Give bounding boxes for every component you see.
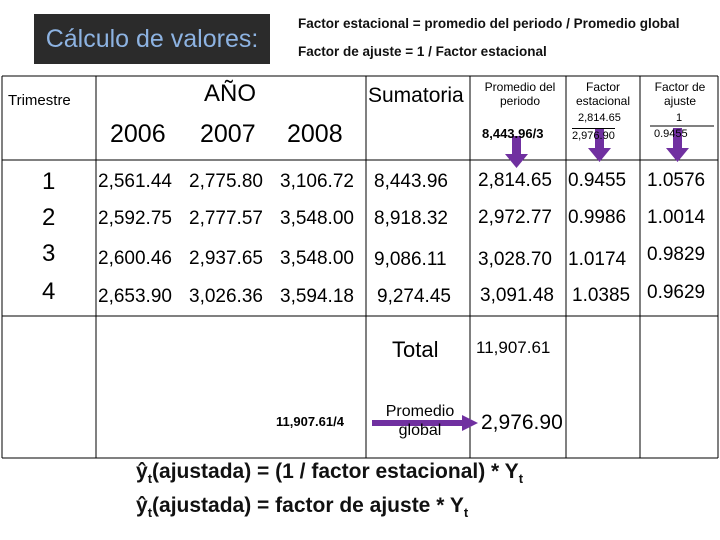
- cell-promedio: 3,091.48: [480, 285, 554, 306]
- col-trimestre: Trimestre: [8, 92, 71, 109]
- page-title: Cálculo de valores:: [34, 14, 270, 64]
- cell-2006: 2,600.46: [98, 248, 172, 269]
- formula-text: (ajustada) = factor de ajuste * Y: [152, 494, 464, 517]
- row-quarter: 3: [42, 240, 56, 267]
- col-factor-ajuste-line2: ajuste: [663, 94, 697, 108]
- cell-2008: 3,548.00: [280, 208, 354, 229]
- row-quarter: 2: [42, 204, 56, 231]
- col-year-2006: 2006: [110, 120, 166, 148]
- cell-2007: 2,775.80: [189, 171, 263, 192]
- cell-sumatoria: 9,086.11: [374, 249, 447, 270]
- cell-factor-ajuste: 1.0576: [647, 170, 706, 191]
- cell-2007: 2,937.65: [189, 248, 263, 269]
- col-factor-ajuste-line1: Factor de: [654, 80, 706, 94]
- yhat-symbol: ŷ: [136, 494, 148, 517]
- col-year-2007: 2007: [200, 120, 256, 148]
- page-title-text: Cálculo de valores:: [45, 24, 259, 53]
- col-sumatoria: Sumatoria: [368, 84, 464, 107]
- total-label: Total: [392, 337, 439, 362]
- cell-2006: 2,561.44: [98, 171, 172, 192]
- subscript-t: t: [518, 471, 524, 487]
- promedio-global-label: Promedio global: [378, 402, 462, 440]
- cell-factor-estacional: 0.9986: [568, 207, 627, 228]
- cell-factor-ajuste: 1.0014: [647, 207, 706, 228]
- cell-2007: 3,026.36: [189, 286, 263, 307]
- cell-factor-estacional: 1.0174: [568, 249, 627, 270]
- row-quarter: 1: [42, 168, 56, 195]
- col-anio: AÑO: [204, 80, 257, 107]
- promedio-global-label-line2: global: [398, 422, 442, 439]
- formula-factor-ajuste: Factor de ajuste = 1 / Factor estacional: [298, 44, 547, 59]
- example-fe-value: 2,814.65: [578, 112, 621, 124]
- arrows: [372, 128, 689, 431]
- col-factor-estacional: Factor estacional: [566, 80, 640, 108]
- col-factor-estacional-line2: estacional: [575, 94, 631, 108]
- formula-factor-estacional: Factor estacional = promedio del periodo…: [298, 16, 680, 31]
- footer-formula-2: ŷt(ajustada) = factor de ajuste * Yt: [136, 494, 468, 520]
- yhat-symbol: ŷ: [136, 460, 148, 483]
- subscript-t: t: [147, 471, 153, 487]
- total-value: 11,907.61: [476, 338, 551, 357]
- cell-promedio: 3,028.70: [478, 249, 552, 270]
- col-factor-ajuste: Factor de ajuste: [642, 80, 718, 108]
- total-division: 11,907.61/4: [276, 414, 344, 429]
- footer-formula-1: ŷt(ajustada) = (1 / factor estacional) *…: [136, 460, 523, 486]
- cell-2008: 3,548.00: [280, 248, 354, 269]
- example-fa-den: 0.9455: [654, 128, 688, 140]
- cell-factor-ajuste: 0.9629: [647, 282, 706, 303]
- cell-2007: 2,777.57: [189, 208, 263, 229]
- subscript-t: t: [147, 505, 153, 521]
- formula-text: (ajustada) = (1 / factor estacional) * Y: [152, 460, 519, 483]
- example-division: 8,443.96/3: [482, 126, 544, 141]
- cell-promedio: 2,972.77: [478, 207, 552, 228]
- example-fe-divisor: 2,976.90: [572, 128, 615, 142]
- subscript-t: t: [463, 505, 469, 521]
- cell-promedio: 2,814.65: [478, 170, 552, 191]
- cell-sumatoria: 8,918.32: [374, 208, 448, 229]
- col-promedio-periodo-line1: Promedio del: [484, 80, 556, 94]
- col-factor-estacional-line1: Factor: [585, 80, 620, 94]
- col-promedio-periodo-line2: periodo: [499, 94, 541, 108]
- col-promedio-periodo: Promedio del periodo: [476, 80, 564, 108]
- cell-factor-estacional: 1.0385: [572, 285, 631, 306]
- cell-2006: 2,653.90: [98, 286, 172, 307]
- promedio-global-value: 2,976.90: [481, 411, 563, 434]
- cell-factor-estacional: 0.9455: [568, 170, 627, 191]
- cell-factor-ajuste: 0.9829: [647, 244, 706, 265]
- cell-2006: 2,592.75: [98, 208, 172, 229]
- cell-2008: 3,594.18: [280, 286, 354, 307]
- col-year-2008: 2008: [287, 120, 343, 148]
- cell-sumatoria: 9,274.45: [377, 286, 451, 307]
- example-fa-num: 1: [676, 112, 683, 124]
- row-quarter: 4: [42, 278, 56, 305]
- promedio-global-label-line1: Promedio: [385, 403, 455, 420]
- cell-sumatoria: 8,443.96: [374, 171, 448, 192]
- cell-2008: 3,106.72: [280, 171, 354, 192]
